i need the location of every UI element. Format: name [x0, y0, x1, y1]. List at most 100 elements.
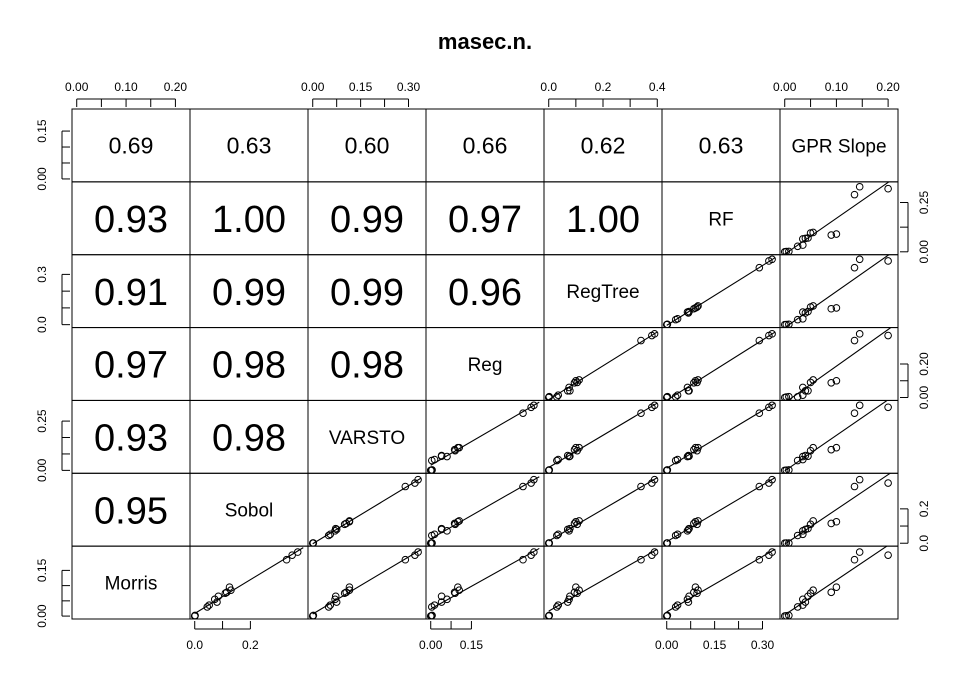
- correlation-value: 0.99: [330, 199, 404, 241]
- tick-label: 0.00: [65, 80, 89, 94]
- data-point: [765, 257, 773, 265]
- data-point: [554, 391, 563, 399]
- tick-label: 0.00: [655, 638, 679, 652]
- data-point: [809, 517, 817, 525]
- data-point: [691, 376, 700, 385]
- data-point: [324, 531, 333, 540]
- data-point: [690, 378, 698, 387]
- regression-line: [430, 547, 540, 610]
- data-point: [804, 387, 812, 395]
- data-point: [572, 443, 580, 452]
- left-axis-regtree: 0.0 0.3: [35, 266, 70, 333]
- data-point: [563, 387, 572, 395]
- data-point: [648, 551, 656, 559]
- data-point: [793, 531, 802, 540]
- data-point: [690, 588, 698, 597]
- data-point: [673, 601, 682, 609]
- data-point: [850, 336, 859, 345]
- tick-label: 0.10: [114, 80, 138, 94]
- data-point: [553, 456, 561, 465]
- panel-morris-vs-regtree: [543, 545, 663, 620]
- data-point: [804, 307, 812, 316]
- panel-rf-vs-sobol: 1.00: [189, 181, 309, 256]
- data-point: [545, 539, 554, 547]
- data-point: [855, 182, 864, 191]
- data-point: [673, 391, 682, 399]
- panel-regtree-vs-sobol: 0.99: [189, 254, 309, 329]
- data-point: [455, 517, 464, 525]
- data-point: [755, 409, 764, 418]
- data-point: [443, 452, 451, 461]
- data-point: [782, 611, 791, 620]
- data-point: [663, 611, 672, 620]
- panel-reg-vs-varsto: 0.98: [307, 327, 427, 401]
- tick-label: 0.2: [917, 500, 931, 517]
- data-point: [454, 517, 462, 526]
- correlation-value: 0.93: [94, 199, 168, 241]
- tick-label: 0.2: [242, 638, 259, 652]
- data-point: [850, 482, 859, 491]
- data-point: [850, 263, 859, 272]
- data-point: [850, 190, 859, 199]
- panel-sobol-vs-varsto: [307, 472, 427, 547]
- variable-label-reg: Reg: [468, 355, 503, 376]
- regression-line: [666, 548, 776, 613]
- data-point: [205, 601, 213, 609]
- data-point: [809, 376, 817, 384]
- data-point: [832, 517, 841, 526]
- tick-label: 0.0: [35, 316, 49, 333]
- data-point: [575, 443, 583, 452]
- tick-label: 0.20: [917, 352, 931, 376]
- data-point: [793, 242, 802, 251]
- panel-grid: 0.69 0.63 0.60 0.66 0.62 0.63 GPR Slope 0.93 1.0…: [71, 108, 899, 620]
- panel-regtree-vs-varsto: 0.99: [307, 254, 427, 329]
- data-point: [648, 331, 656, 340]
- panel-border: [425, 545, 545, 620]
- tick-label: 0.30: [397, 80, 421, 94]
- data-point: [850, 555, 859, 564]
- data-point: [527, 479, 535, 487]
- data-point: [572, 583, 580, 591]
- tick-label: 0.00: [917, 386, 931, 410]
- data-point: [282, 555, 291, 564]
- panel-regtree-vs-regtree: RegTree: [543, 254, 663, 329]
- data-point: [309, 611, 318, 620]
- correlation-value: 0.69: [109, 133, 154, 159]
- regression-line: [666, 402, 776, 469]
- tick-label: 0.25: [35, 409, 49, 433]
- data-point: [203, 603, 212, 611]
- panel-rf-vs-rf: RF: [661, 181, 781, 256]
- tick-label: 0.20: [876, 80, 900, 94]
- panel-varsto-vs-sobol: 0.98: [189, 399, 309, 474]
- data-point: [832, 304, 841, 312]
- data-point: [570, 519, 579, 528]
- right-axis-reg: 0.00 0.20: [900, 352, 931, 409]
- panel-morris-vs-morris: Morris: [71, 545, 191, 620]
- data-point: [673, 314, 682, 323]
- data-point: [690, 304, 698, 313]
- data-point: [671, 603, 680, 611]
- data-point: [765, 403, 773, 412]
- panel-reg-vs-gpr-slope: [779, 327, 899, 401]
- data-point: [804, 524, 812, 533]
- data-point: [527, 551, 535, 559]
- panel-reg-vs-rf: [661, 327, 781, 401]
- data-point: [809, 228, 817, 237]
- data-point: [855, 475, 864, 484]
- variable-label-gpr-slope: GPR Slope: [791, 136, 886, 157]
- correlation-value: 0.98: [330, 345, 404, 387]
- data-point: [637, 409, 645, 418]
- data-point: [570, 588, 579, 597]
- panel-gpr-slope-vs-sobol: 0.63: [189, 108, 309, 183]
- panel-rf-vs-regtree: 1.00: [543, 181, 663, 256]
- data-point: [799, 308, 807, 316]
- panel-regtree-vs-reg: 0.96: [425, 254, 545, 329]
- data-point: [799, 527, 807, 535]
- data-point: [765, 551, 773, 559]
- data-point: [554, 601, 563, 609]
- data-point: [430, 455, 439, 464]
- correlation-value: 0.66: [463, 133, 508, 159]
- data-point: [684, 451, 693, 460]
- data-point: [214, 592, 223, 601]
